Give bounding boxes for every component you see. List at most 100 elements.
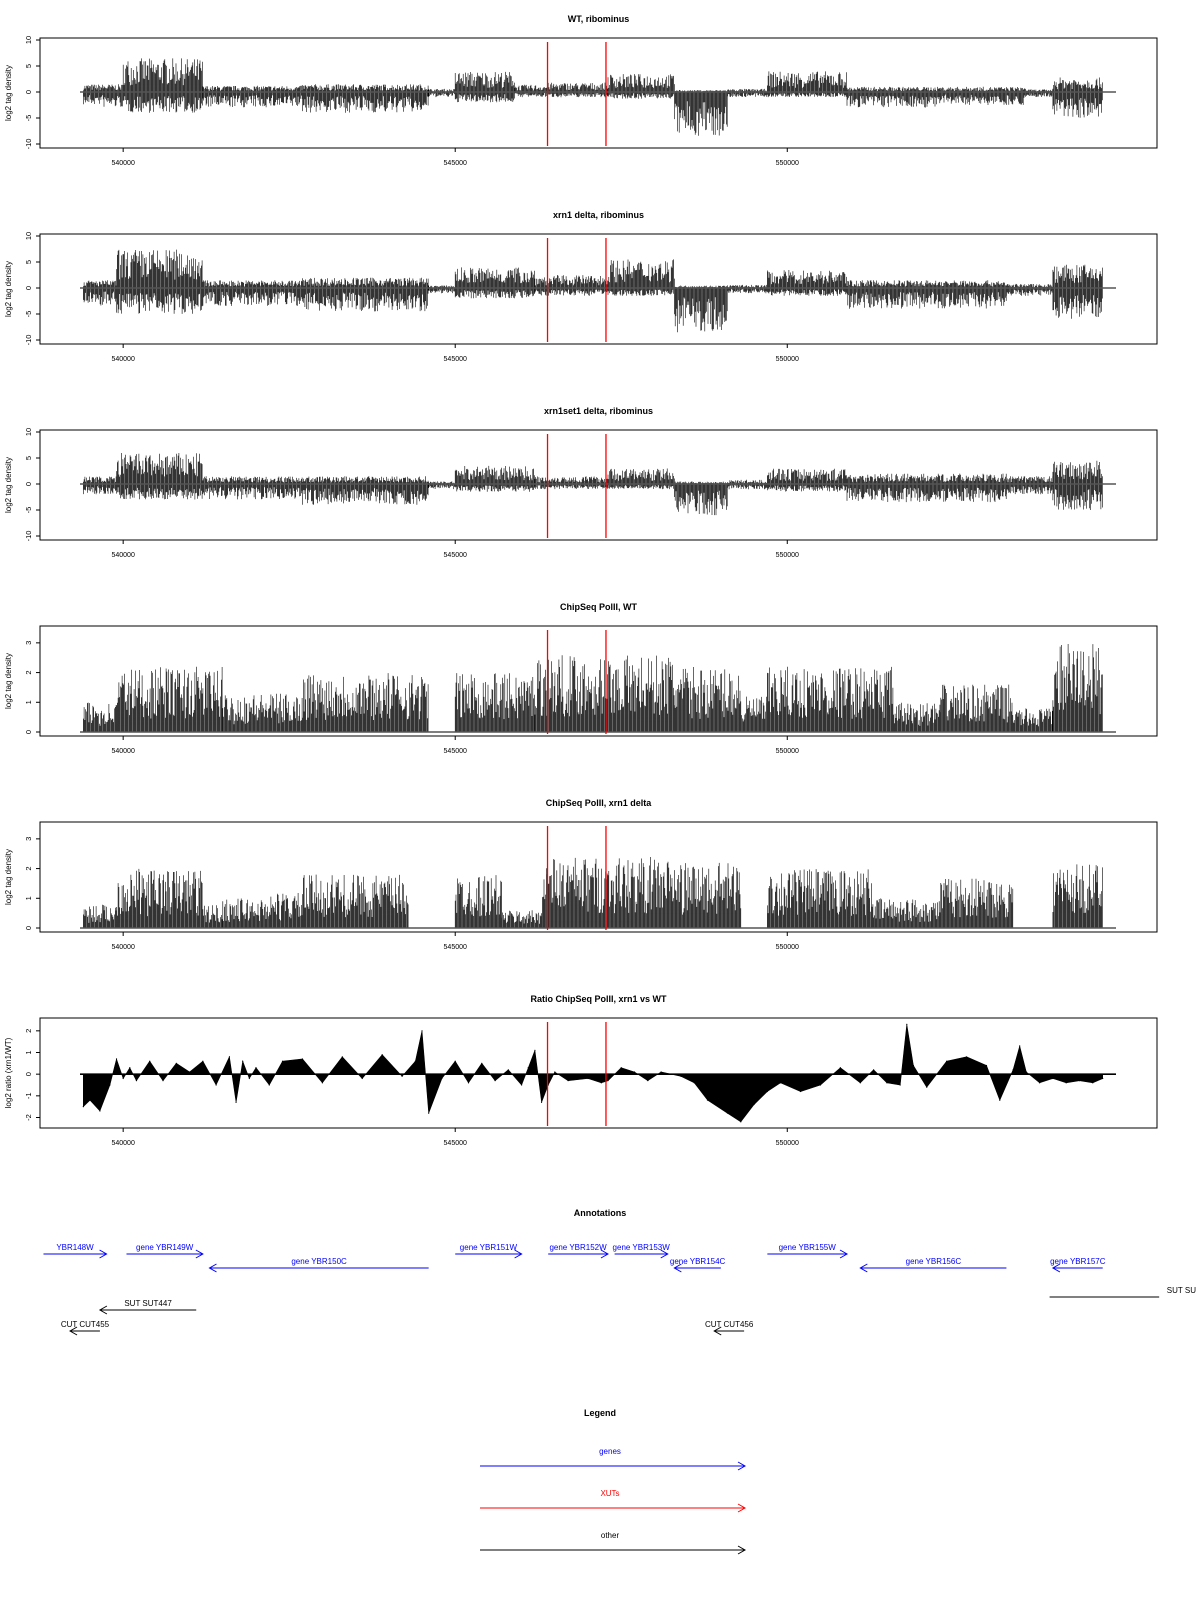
feature-arrowhead bbox=[99, 1249, 108, 1259]
x-tick-label: 540000 bbox=[111, 944, 134, 951]
legend-arrowhead bbox=[737, 1503, 747, 1513]
y-axis-label: log2 tag density bbox=[4, 65, 13, 121]
ratio-point bbox=[706, 1099, 709, 1101]
ratio-point bbox=[494, 1080, 496, 1082]
ratio-point bbox=[985, 1064, 988, 1067]
chart-title: xrn1set1 delta, ribominus bbox=[544, 406, 653, 416]
y-tick-label: 2 bbox=[24, 670, 33, 674]
y-tick-label: 0 bbox=[24, 286, 33, 290]
ratio-point bbox=[620, 1067, 622, 1069]
x-tick-label: 540000 bbox=[111, 160, 134, 167]
y-tick-label: 1 bbox=[24, 1050, 33, 1054]
feature-arrowhead bbox=[208, 1263, 217, 1273]
ratio-point bbox=[228, 1056, 231, 1058]
feature-label: gene YBR155W bbox=[779, 1243, 837, 1252]
x-tick-label: 545000 bbox=[444, 160, 467, 167]
ratio-point bbox=[647, 1080, 649, 1082]
y-tick-label: 5 bbox=[24, 260, 33, 264]
ratio-point bbox=[873, 1069, 875, 1071]
x-tick-label: 540000 bbox=[111, 748, 134, 755]
ratio-point bbox=[567, 1080, 569, 1082]
y-tick-label: 5 bbox=[24, 64, 33, 68]
ratio-point bbox=[135, 1080, 138, 1082]
ratio-point bbox=[780, 1082, 782, 1084]
ratio-point bbox=[268, 1084, 270, 1086]
ratio-point bbox=[175, 1062, 177, 1064]
ratio-point bbox=[401, 1075, 403, 1077]
ratio-point bbox=[1078, 1080, 1081, 1082]
chart-title: ChipSeq PolII, WT bbox=[560, 602, 637, 612]
ratio-point bbox=[129, 1067, 131, 1069]
density-stems bbox=[83, 644, 1103, 732]
ratio-point bbox=[534, 1049, 536, 1051]
x-tick-label: 540000 bbox=[111, 1140, 134, 1147]
ratio-point bbox=[321, 1082, 323, 1084]
y-tick-label: 1 bbox=[24, 700, 33, 704]
y-tick-label: 0 bbox=[24, 1072, 33, 1076]
y-axis-label: log2 tag density bbox=[4, 849, 13, 905]
ratio-point bbox=[926, 1086, 928, 1088]
ratio-point bbox=[149, 1060, 151, 1062]
ratio-point bbox=[109, 1084, 111, 1086]
annotations-title: Annotations bbox=[574, 1208, 627, 1218]
ratio-point bbox=[999, 1099, 1001, 1101]
feature-label: gene YBR149W bbox=[136, 1243, 194, 1252]
legend-arrowhead bbox=[737, 1545, 747, 1555]
ratio-point bbox=[428, 1112, 430, 1114]
ratio-point bbox=[188, 1071, 191, 1073]
x-tick-label: 545000 bbox=[444, 552, 467, 559]
feature-label: YBR148W bbox=[56, 1243, 94, 1252]
ratio-point bbox=[1012, 1069, 1014, 1071]
ratio-point bbox=[540, 1101, 543, 1103]
feature-label: gene YBR152W bbox=[549, 1243, 607, 1252]
x-tick-label: 545000 bbox=[444, 944, 467, 951]
x-tick-label: 550000 bbox=[776, 552, 799, 559]
legend-title: Legend bbox=[584, 1408, 616, 1418]
y-tick-label: 2 bbox=[24, 1029, 33, 1033]
feature-label: SUT SUT447 bbox=[124, 1299, 172, 1308]
x-tick-label: 550000 bbox=[776, 356, 799, 363]
ratio-point bbox=[899, 1084, 901, 1086]
x-tick-label: 545000 bbox=[444, 748, 467, 755]
ratio-point bbox=[341, 1056, 343, 1058]
plot-frame bbox=[39, 1017, 1158, 1129]
feature-label: CUT CUT455 bbox=[61, 1320, 110, 1329]
density-stems bbox=[83, 249, 1103, 333]
ratio-point bbox=[740, 1121, 742, 1123]
ratio-point bbox=[527, 1067, 529, 1069]
ratio-point bbox=[859, 1082, 861, 1084]
ratio-point bbox=[454, 1060, 456, 1062]
ratio-point bbox=[600, 1082, 602, 1084]
x-tick-label: 550000 bbox=[776, 748, 799, 755]
density-stems bbox=[83, 857, 1103, 928]
ratio-point bbox=[680, 1075, 682, 1077]
legend-arrowhead bbox=[737, 1461, 747, 1471]
feature-label: gene YBR157C bbox=[1050, 1257, 1106, 1266]
ratio-point bbox=[1025, 1071, 1027, 1073]
y-axis-label: log2 tag density bbox=[4, 457, 13, 513]
chart-title: Ratio ChipSeq PolII, xrn1 vs WT bbox=[530, 994, 667, 1004]
ratio-point bbox=[1019, 1045, 1021, 1047]
x-tick-label: 550000 bbox=[776, 160, 799, 167]
ratio-point bbox=[248, 1077, 250, 1080]
feature-label: gene YBR154C bbox=[670, 1257, 726, 1266]
ratio-point bbox=[481, 1062, 483, 1064]
plot-frame bbox=[39, 625, 1158, 737]
ratio-point bbox=[467, 1082, 470, 1084]
ratio-point bbox=[414, 1060, 416, 1062]
ratio-point bbox=[799, 1090, 802, 1093]
chart-title: xrn1 delta, ribominus bbox=[553, 210, 644, 220]
ratio-point bbox=[587, 1077, 589, 1080]
feature-label: gene YBR150C bbox=[291, 1257, 347, 1266]
x-tick-label: 550000 bbox=[776, 1140, 799, 1147]
x-tick-label: 550000 bbox=[776, 944, 799, 951]
ratio-point bbox=[421, 1030, 423, 1032]
ratio-point bbox=[202, 1060, 204, 1062]
feature-label: gene YBR151W bbox=[460, 1243, 518, 1252]
legend-label: genes bbox=[599, 1447, 621, 1456]
density-stems bbox=[83, 58, 1103, 136]
plot-frame bbox=[39, 37, 1158, 149]
y-axis-label: log2 ratio (xrn1/WT) bbox=[4, 1037, 13, 1108]
feature-arrowhead bbox=[713, 1326, 722, 1336]
legend-panel: Legend genes XUTs other bbox=[480, 1408, 747, 1555]
